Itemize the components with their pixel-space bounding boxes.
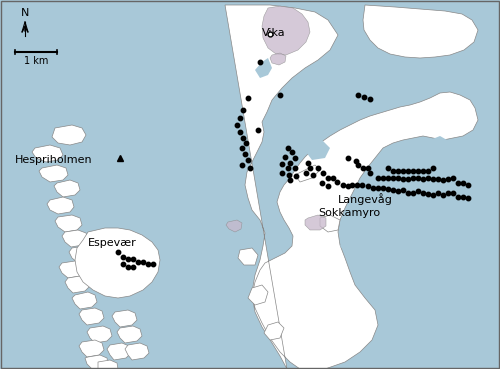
Polygon shape bbox=[428, 136, 447, 150]
Polygon shape bbox=[47, 197, 74, 214]
Text: Langevåg: Langevåg bbox=[338, 193, 393, 205]
Text: N: N bbox=[21, 8, 29, 18]
Text: 1 km: 1 km bbox=[24, 56, 48, 66]
Polygon shape bbox=[238, 248, 258, 265]
Polygon shape bbox=[112, 310, 137, 327]
Polygon shape bbox=[52, 125, 86, 145]
Polygon shape bbox=[79, 308, 104, 325]
Polygon shape bbox=[79, 340, 104, 357]
Text: Vika: Vika bbox=[262, 28, 285, 38]
Polygon shape bbox=[55, 215, 82, 232]
Polygon shape bbox=[98, 360, 118, 369]
Polygon shape bbox=[32, 145, 63, 162]
Text: Sokkamyro: Sokkamyro bbox=[318, 208, 380, 218]
Polygon shape bbox=[295, 165, 320, 182]
Polygon shape bbox=[107, 343, 131, 360]
Polygon shape bbox=[39, 165, 68, 182]
Polygon shape bbox=[306, 140, 330, 160]
Polygon shape bbox=[72, 292, 97, 309]
Polygon shape bbox=[69, 246, 95, 263]
Polygon shape bbox=[305, 215, 326, 230]
Polygon shape bbox=[382, 153, 402, 168]
Polygon shape bbox=[225, 5, 478, 369]
Polygon shape bbox=[85, 355, 108, 369]
Polygon shape bbox=[125, 343, 149, 360]
Polygon shape bbox=[320, 215, 340, 232]
Polygon shape bbox=[264, 322, 284, 340]
Polygon shape bbox=[340, 235, 362, 254]
Text: Hespriholmen: Hespriholmen bbox=[15, 155, 92, 165]
Polygon shape bbox=[363, 5, 478, 58]
Polygon shape bbox=[270, 53, 286, 65]
Polygon shape bbox=[65, 276, 90, 293]
Polygon shape bbox=[75, 228, 160, 298]
Polygon shape bbox=[248, 285, 268, 305]
Polygon shape bbox=[226, 220, 242, 232]
Polygon shape bbox=[262, 6, 310, 55]
Polygon shape bbox=[117, 326, 142, 343]
Text: Espevær: Espevær bbox=[88, 238, 137, 248]
Polygon shape bbox=[54, 180, 80, 197]
Polygon shape bbox=[62, 230, 88, 247]
Polygon shape bbox=[59, 261, 85, 278]
Polygon shape bbox=[87, 326, 112, 343]
Polygon shape bbox=[255, 58, 272, 78]
